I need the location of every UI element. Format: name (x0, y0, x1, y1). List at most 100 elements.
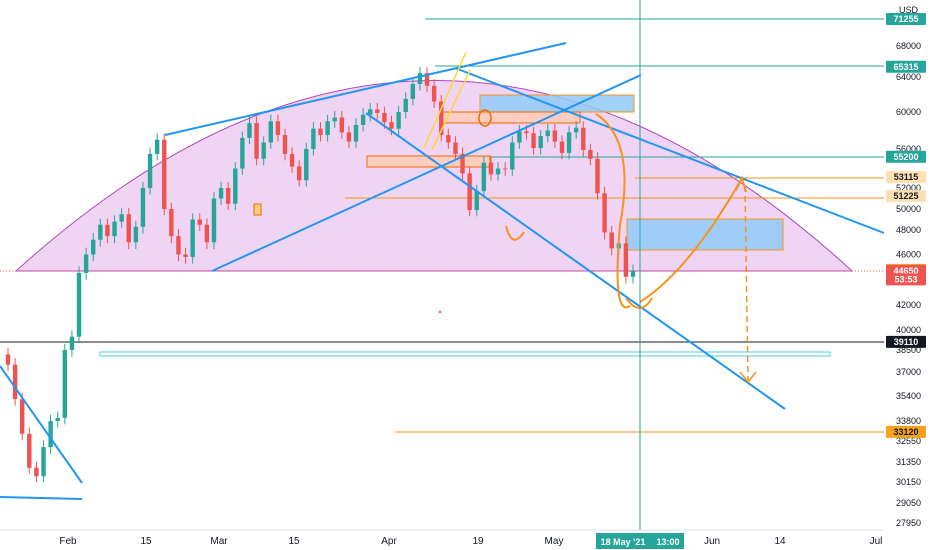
candle-body (424, 73, 430, 86)
candle-body (5, 354, 11, 365)
price-tag-label: 39110 (894, 337, 919, 347)
candle-body (140, 188, 146, 227)
candle-body (126, 214, 131, 243)
orange-zone-3 (253, 203, 262, 216)
candle-body (325, 121, 330, 136)
price-tick-label: 42000 (896, 300, 921, 310)
price-tag (886, 60, 926, 73)
candle-body (41, 447, 46, 477)
candle-body (176, 236, 181, 255)
time-tick-label: 15 (140, 536, 152, 547)
candle-body (524, 131, 529, 134)
orange-zone-1 (439, 111, 581, 124)
candle-body (34, 467, 39, 477)
candle-body (630, 271, 636, 277)
crosshair-time-tag (596, 533, 684, 549)
trendline-falling-top (454, 67, 885, 234)
candle-body (83, 254, 89, 273)
price-tick-label: 50000 (896, 204, 921, 214)
candle-body (517, 131, 522, 143)
candle-body (531, 133, 536, 149)
price-tag-label: 53115 (894, 172, 919, 182)
price-tick-label: 64000 (896, 72, 921, 82)
candle-body (502, 168, 508, 170)
price-tick-label: 40000 (896, 325, 921, 335)
candle-body (12, 364, 18, 400)
candle-body (261, 142, 266, 159)
trendline-feb-base (0, 496, 83, 500)
price-tick-label: 29050 (896, 498, 921, 508)
candle-body (318, 128, 323, 136)
candle-body (609, 232, 614, 249)
candle-body (304, 149, 309, 181)
orange-circle (478, 109, 492, 127)
candles-layer (5, 67, 636, 483)
support-band (99, 351, 831, 357)
price-tick-label: 52000 (896, 183, 921, 193)
time-tick-label: Mar (210, 536, 228, 547)
candle-body (488, 162, 494, 175)
candle-body (211, 198, 217, 243)
candle-body (218, 188, 224, 199)
candle-body (91, 239, 96, 255)
candle-body (105, 224, 110, 237)
candle-body (20, 399, 25, 434)
price-tick-label: 32550 (896, 436, 921, 446)
candle-body (332, 117, 337, 122)
candle-body (275, 121, 281, 136)
candle-body (602, 193, 607, 233)
candle-body (112, 221, 117, 237)
price-tick-label: 48000 (896, 225, 921, 235)
time-tick-label: Jun (704, 536, 720, 547)
trendline-feb-down (0, 365, 83, 484)
grid-layer (0, 18, 884, 433)
trendline-upper-channel (164, 42, 567, 136)
price-tick-label: 30150 (896, 477, 921, 487)
candle-body (240, 137, 245, 169)
candle-body (339, 117, 345, 133)
time-tick-label: 15 (288, 536, 300, 547)
candle-body (55, 417, 60, 421)
candle-body (311, 128, 316, 149)
candle-body (190, 219, 195, 257)
candle-body (410, 84, 416, 99)
candle-body (566, 132, 572, 153)
drawing-lines (0, 0, 885, 530)
candle-body (69, 336, 75, 350)
candle-body (559, 141, 565, 153)
time-tick-label: 14 (774, 536, 786, 547)
blue-zone-target (626, 218, 784, 251)
orange-dashed-arrow (739, 371, 757, 384)
price-tag (886, 425, 926, 438)
price-tick-label: 68000 (896, 41, 921, 51)
candle-body (375, 109, 380, 113)
price-tag (886, 171, 926, 184)
trendline-rising (211, 74, 642, 272)
candle-body (623, 243, 629, 277)
candle-body (353, 124, 359, 142)
orange-projection (639, 177, 743, 303)
candle-body (162, 139, 167, 209)
price-tick-label: 27950 (896, 518, 921, 528)
candle-body (204, 224, 210, 243)
candle-body (538, 136, 543, 149)
candle-body (169, 209, 174, 237)
candle-body (417, 73, 423, 84)
candle-body (62, 350, 68, 418)
price-tag (886, 13, 926, 25)
price-tick-label: 38500 (896, 345, 921, 355)
price-tag (886, 150, 926, 163)
candle-body (27, 433, 32, 468)
crosshair-date: 18 May '21 (601, 537, 646, 547)
candle-body (573, 127, 579, 133)
price-tag-label: 44650 (893, 266, 918, 276)
blue-zone-top (479, 94, 635, 113)
price-tick-label: 60000 (896, 107, 921, 117)
price-tag-label: 51225 (893, 191, 918, 201)
candle-body (76, 272, 82, 337)
candle-body (481, 162, 487, 192)
candle-body (460, 153, 465, 174)
zone-boxes (253, 94, 784, 251)
time-tick-label: Feb (59, 536, 77, 547)
